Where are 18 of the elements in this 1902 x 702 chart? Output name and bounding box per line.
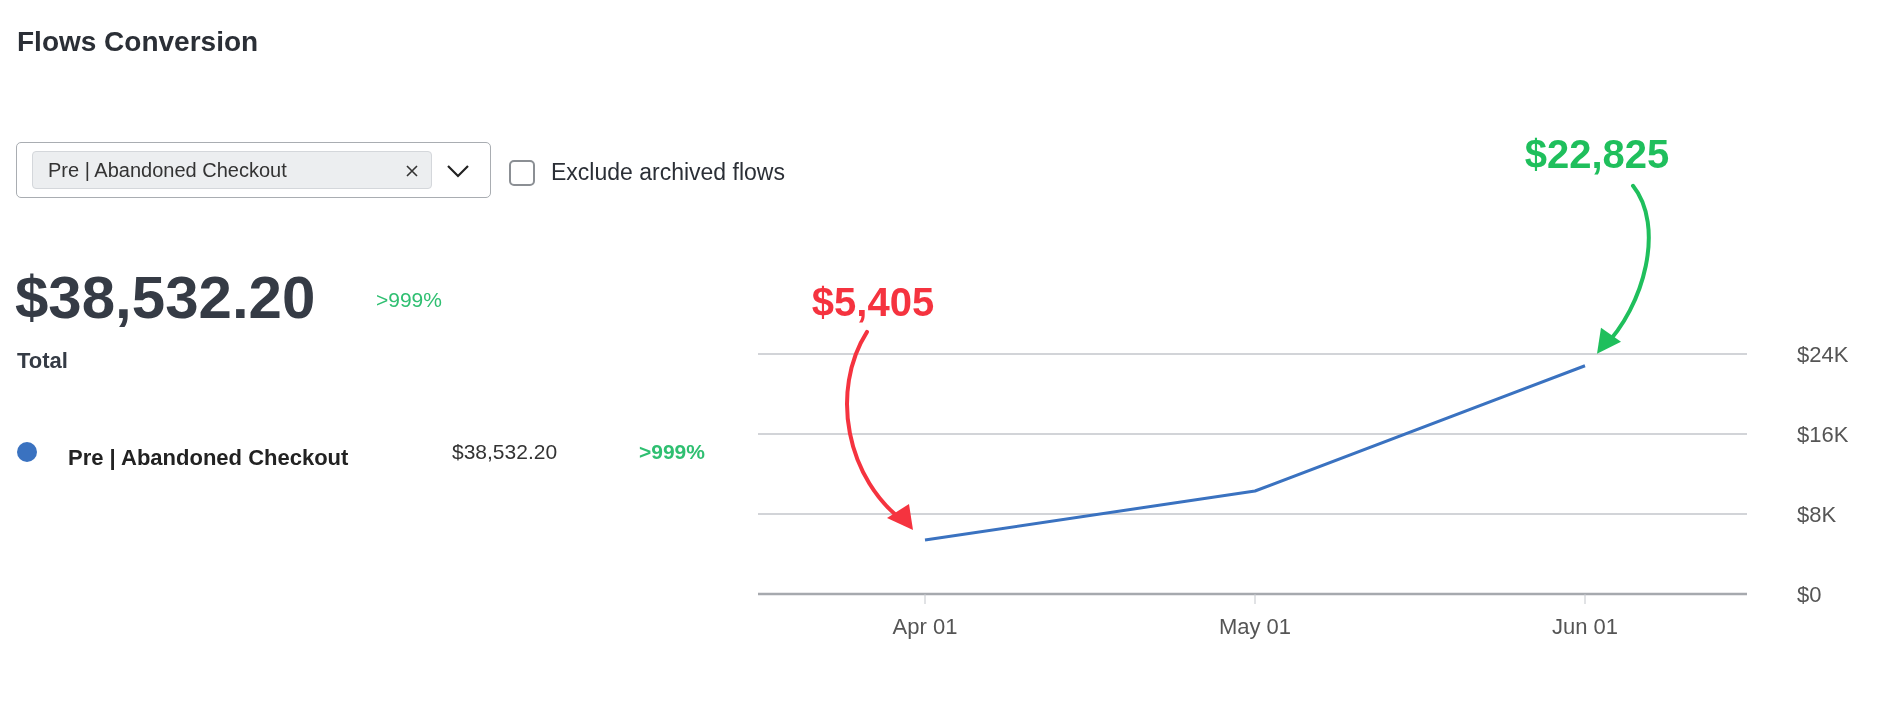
text: $38,532.20	[15, 263, 316, 332]
y-tick-label: $16K	[1797, 421, 1849, 447]
y-tick-label: $0	[1797, 581, 1822, 607]
text: $22,825	[1524, 131, 1670, 176]
x-tick-label: May 01	[1218, 613, 1292, 639]
text: Total	[17, 348, 68, 374]
text: Exclude archived flows	[551, 159, 785, 186]
legend-label: Pre | Abandoned Checkout	[68, 444, 350, 472]
text: $5,405	[811, 279, 935, 324]
y-tick-label: $24K	[1797, 341, 1849, 367]
text: Flows Conversion	[17, 26, 259, 58]
dropdown: Pre | Abandoned Checkout	[16, 142, 491, 198]
x-tick-label: Apr 01	[892, 613, 958, 639]
y-tick-label: $8K	[1797, 501, 1837, 527]
text: >999%	[639, 440, 705, 464]
text: >999%	[376, 288, 442, 312]
x-tick-label: Jun 01	[1551, 613, 1619, 639]
text: $38,532.20	[452, 440, 558, 464]
